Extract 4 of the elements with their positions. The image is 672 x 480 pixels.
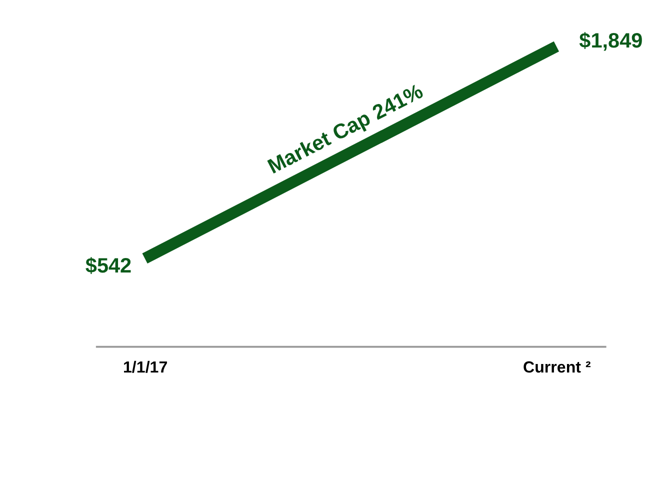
x-tick-label: Current ² [523,358,591,376]
data-label: $1,849 [579,29,643,52]
data-label: $542 [85,254,132,278]
x-tick-label: 1/1/17 [123,358,168,376]
